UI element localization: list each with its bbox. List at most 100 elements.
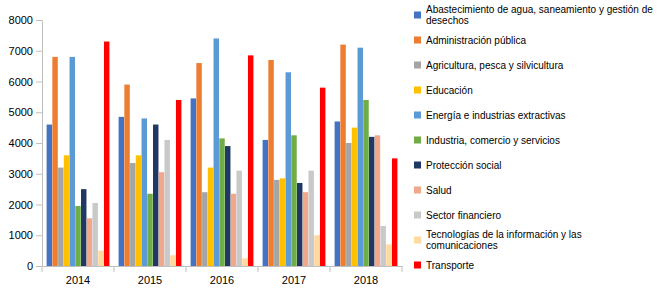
bar-series bbox=[70, 38, 363, 266]
bar-series bbox=[58, 143, 351, 266]
bar-series bbox=[81, 125, 374, 266]
legend-item: Tecnologías de la información y lascomun… bbox=[414, 229, 582, 251]
category-separators bbox=[42, 266, 402, 272]
x-tick-label: 2014 bbox=[66, 274, 90, 286]
bar bbox=[363, 100, 368, 266]
bar bbox=[274, 180, 279, 266]
bar-series bbox=[52, 45, 345, 266]
y-tick: 1000 bbox=[9, 229, 42, 241]
bar bbox=[352, 128, 357, 266]
bar bbox=[124, 85, 129, 266]
bar bbox=[291, 135, 296, 266]
bar bbox=[104, 42, 109, 266]
bar-series bbox=[98, 235, 391, 266]
bar bbox=[308, 171, 313, 266]
legend-label-line: desechos bbox=[426, 15, 469, 26]
x-tick: 2015 bbox=[138, 266, 162, 286]
legend-item: Protección social bbox=[414, 160, 502, 171]
bar bbox=[92, 203, 97, 266]
y-tick-mark bbox=[36, 205, 42, 206]
legend-label-line: Administración pública bbox=[426, 35, 526, 46]
bar bbox=[81, 189, 86, 266]
bar bbox=[52, 57, 57, 266]
legend-item: Transporte bbox=[414, 260, 474, 271]
bar bbox=[64, 155, 69, 266]
y-tick-mark bbox=[36, 82, 42, 83]
bar bbox=[297, 183, 302, 266]
bar bbox=[392, 158, 397, 266]
legend-item: Energía e industrias extractivas bbox=[414, 110, 566, 121]
y-tick-label: 3000 bbox=[9, 168, 33, 180]
legend-swatch bbox=[414, 87, 421, 94]
legend-swatch bbox=[414, 262, 421, 269]
y-tick: 7000 bbox=[9, 45, 42, 57]
legend-label: Sector financiero bbox=[426, 210, 501, 221]
legend-label-line: Protección social bbox=[426, 160, 502, 171]
legend-label-line: Energía e industrias extractivas bbox=[426, 110, 566, 121]
y-tick-label: 8000 bbox=[9, 14, 33, 26]
legend-item: Educación bbox=[414, 85, 473, 96]
legend-swatch bbox=[414, 62, 421, 69]
bar bbox=[219, 138, 224, 266]
legend-swatch bbox=[414, 37, 421, 44]
legend-label-line: Salud bbox=[426, 185, 452, 196]
category-separator bbox=[114, 266, 115, 272]
y-tick: 2000 bbox=[9, 199, 42, 211]
bar bbox=[130, 163, 135, 266]
bar bbox=[87, 218, 92, 266]
y-tick-mark bbox=[36, 143, 42, 144]
y-tick-mark bbox=[36, 174, 42, 175]
bar bbox=[225, 146, 230, 266]
bar bbox=[75, 206, 80, 266]
legend-label-line: Industria, comercio y servicios bbox=[426, 135, 560, 146]
bar bbox=[236, 171, 241, 266]
y-tick: 8000 bbox=[9, 14, 42, 26]
legend-label: Transporte bbox=[426, 260, 474, 271]
legend-label-line: Sector financiero bbox=[426, 210, 501, 221]
category-separator bbox=[258, 266, 259, 272]
y-tick: 0 bbox=[27, 260, 42, 272]
bar bbox=[242, 258, 247, 266]
legend-label-line: Abastecimiento de agua, saneamiento y ge… bbox=[426, 4, 653, 15]
bar bbox=[231, 194, 236, 266]
x-tick-label: 2015 bbox=[138, 274, 162, 286]
y-tick-label: 1000 bbox=[9, 229, 33, 241]
legend-label: Tecnologías de la información y lascomun… bbox=[426, 229, 582, 251]
legend-swatch bbox=[414, 112, 421, 119]
y-tick-label: 6000 bbox=[9, 76, 33, 88]
bar bbox=[346, 143, 351, 266]
y-tick-label: 0 bbox=[27, 260, 33, 272]
bar bbox=[268, 60, 273, 266]
legend-label: Administración pública bbox=[426, 35, 526, 46]
bar bbox=[153, 125, 158, 266]
legend: Abastecimiento de agua, saneamiento y ge… bbox=[414, 4, 653, 271]
y-tick-mark bbox=[36, 112, 42, 113]
bar bbox=[47, 125, 52, 266]
bar-series bbox=[104, 42, 397, 266]
bar bbox=[214, 38, 219, 266]
x-axis: 2014 2015 2016 2017 2018 bbox=[42, 266, 403, 286]
legend-label-line: Transporte bbox=[426, 260, 474, 271]
x-tick: 2016 bbox=[210, 266, 234, 286]
category-separator bbox=[42, 266, 43, 272]
bar bbox=[314, 235, 319, 266]
legend-item: Administración pública bbox=[414, 35, 526, 46]
legend-swatch bbox=[414, 162, 421, 169]
bar bbox=[142, 118, 147, 266]
x-tick-label: 2017 bbox=[282, 274, 306, 286]
x-tick: 2014 bbox=[66, 266, 90, 286]
bar bbox=[358, 48, 363, 266]
x-axis-line bbox=[43, 266, 403, 267]
y-tick-mark bbox=[36, 51, 42, 52]
legend-item: Abastecimiento de agua, saneamiento y ge… bbox=[414, 4, 653, 26]
bar bbox=[335, 121, 340, 266]
bar bbox=[176, 100, 181, 266]
bar bbox=[147, 194, 152, 266]
bars bbox=[47, 38, 398, 266]
legend-swatch bbox=[414, 237, 421, 244]
bar bbox=[208, 168, 213, 266]
legend-label-line: Tecnologías de la información y las bbox=[426, 229, 582, 240]
legend-label: Agricultura, pesca y silvicultura bbox=[426, 60, 564, 71]
x-tick: 2018 bbox=[354, 266, 378, 286]
bar bbox=[191, 98, 196, 266]
